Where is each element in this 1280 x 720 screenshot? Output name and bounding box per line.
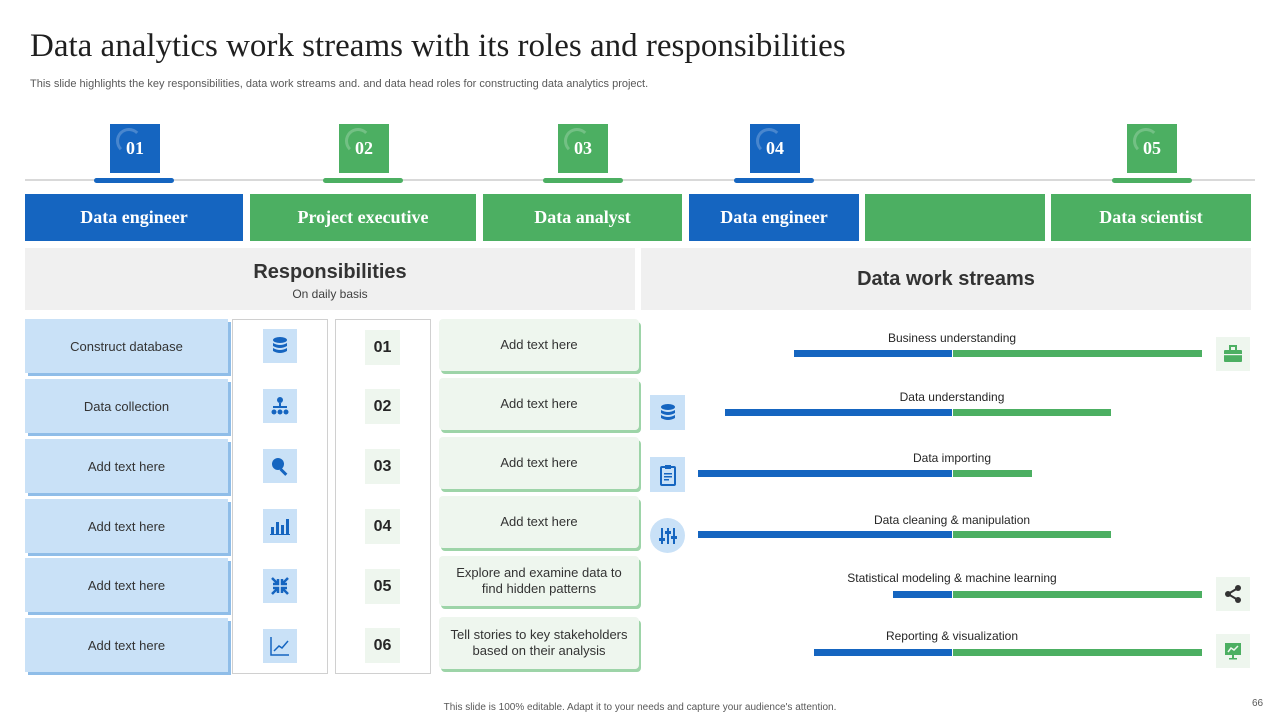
row-number: 02 bbox=[365, 389, 400, 424]
responsibility-card: Add text here bbox=[25, 558, 228, 612]
role-data-engineer: Data engineer bbox=[25, 194, 243, 241]
stream-label: Data understanding bbox=[899, 390, 1005, 404]
work-streams-title: Data work streams bbox=[857, 268, 1035, 290]
footer-note: This slide is 100% editable. Adapt it to… bbox=[443, 702, 837, 713]
detail-card: Tell stories to key stakeholders based o… bbox=[439, 617, 639, 669]
step-underline bbox=[1112, 178, 1192, 183]
stream-bar-blue bbox=[794, 350, 952, 357]
role-project-executive: Project executive bbox=[250, 194, 476, 241]
role-data-scientist: Data scientist bbox=[1051, 194, 1251, 241]
stream-bar-green bbox=[953, 409, 1111, 416]
share-icon bbox=[1216, 577, 1250, 611]
step-underline bbox=[94, 178, 174, 183]
page-number: 66 bbox=[1252, 698, 1264, 709]
detail-card: Add text here bbox=[439, 496, 639, 548]
database-icon bbox=[650, 395, 685, 430]
stream-bar-green bbox=[953, 649, 1202, 656]
line-chart-icon bbox=[263, 629, 297, 663]
work-streams-header: Data work streams bbox=[641, 248, 1251, 310]
stream-bar-green bbox=[953, 531, 1111, 538]
sliders-icon bbox=[650, 518, 685, 553]
step-box-01: 01 bbox=[110, 124, 160, 173]
stream-label: Statistical modeling & machine learning bbox=[847, 571, 1057, 585]
database-icon bbox=[263, 329, 297, 363]
presentation-icon bbox=[1216, 634, 1250, 668]
number-column bbox=[335, 319, 431, 674]
responsibility-card: Add text here bbox=[25, 618, 228, 672]
stream-bar-blue bbox=[814, 649, 952, 656]
detail-card: Explore and examine data to find hidden … bbox=[439, 556, 639, 606]
stream-bar-blue bbox=[893, 591, 952, 598]
step-box-02: 02 bbox=[339, 124, 389, 173]
step-underline bbox=[323, 178, 403, 183]
stream-bar-blue bbox=[698, 531, 952, 538]
step-number: 03 bbox=[574, 138, 592, 158]
responsibilities-title: Responsibilities bbox=[253, 261, 407, 283]
role-empty bbox=[865, 194, 1045, 241]
responsibility-card: Data collection bbox=[25, 379, 228, 433]
stream-bar-blue bbox=[725, 409, 952, 416]
step-underline bbox=[734, 178, 814, 183]
timeline-line bbox=[25, 179, 1255, 181]
step-underline bbox=[543, 178, 623, 183]
detail-card: Add text here bbox=[439, 378, 639, 430]
responsibility-card: Construct database bbox=[25, 319, 228, 373]
stream-bar-green bbox=[953, 350, 1202, 357]
stream-bar-green bbox=[953, 591, 1202, 598]
row-number: 04 bbox=[365, 509, 400, 544]
step-number: 01 bbox=[126, 138, 144, 158]
row-number: 05 bbox=[365, 569, 400, 604]
role-data-analyst: Data analyst bbox=[483, 194, 682, 241]
row-number: 06 bbox=[365, 628, 400, 663]
clipboard-icon bbox=[650, 457, 685, 492]
step-box-03: 03 bbox=[558, 124, 608, 173]
stream-label: Data cleaning & manipulation bbox=[873, 513, 1031, 527]
row-number: 01 bbox=[365, 330, 400, 365]
step-number: 04 bbox=[766, 138, 784, 158]
search-icon bbox=[263, 449, 297, 483]
step-box-05: 05 bbox=[1127, 124, 1177, 173]
briefcase-icon bbox=[1216, 337, 1250, 371]
slide-title: Data analytics work streams with its rol… bbox=[30, 28, 846, 64]
row-number: 03 bbox=[365, 449, 400, 484]
step-box-04: 04 bbox=[750, 124, 800, 173]
responsibilities-subtitle: On daily basis bbox=[292, 287, 368, 301]
collapse-arrows-icon bbox=[263, 569, 297, 603]
bar-chart-icon bbox=[263, 509, 297, 543]
stream-label: Data importing bbox=[912, 451, 992, 465]
stream-label: Business understanding bbox=[887, 331, 1017, 345]
role-data-engineer-2: Data engineer bbox=[689, 194, 859, 241]
step-number: 05 bbox=[1143, 138, 1161, 158]
detail-card: Add text here bbox=[439, 319, 639, 371]
hierarchy-icon bbox=[263, 389, 297, 423]
stream-bar-blue bbox=[698, 470, 952, 477]
stream-label: Reporting & visualization bbox=[885, 629, 1019, 643]
slide-subtitle: This slide highlights the key responsibi… bbox=[30, 78, 649, 90]
step-number: 02 bbox=[355, 138, 373, 158]
responsibility-card: Add text here bbox=[25, 499, 228, 553]
detail-card: Add text here bbox=[439, 437, 639, 489]
stream-bar-green bbox=[953, 470, 1032, 477]
responsibility-card: Add text here bbox=[25, 439, 228, 493]
responsibilities-header: Responsibilities On daily basis bbox=[25, 248, 635, 310]
icon-column bbox=[232, 319, 328, 674]
